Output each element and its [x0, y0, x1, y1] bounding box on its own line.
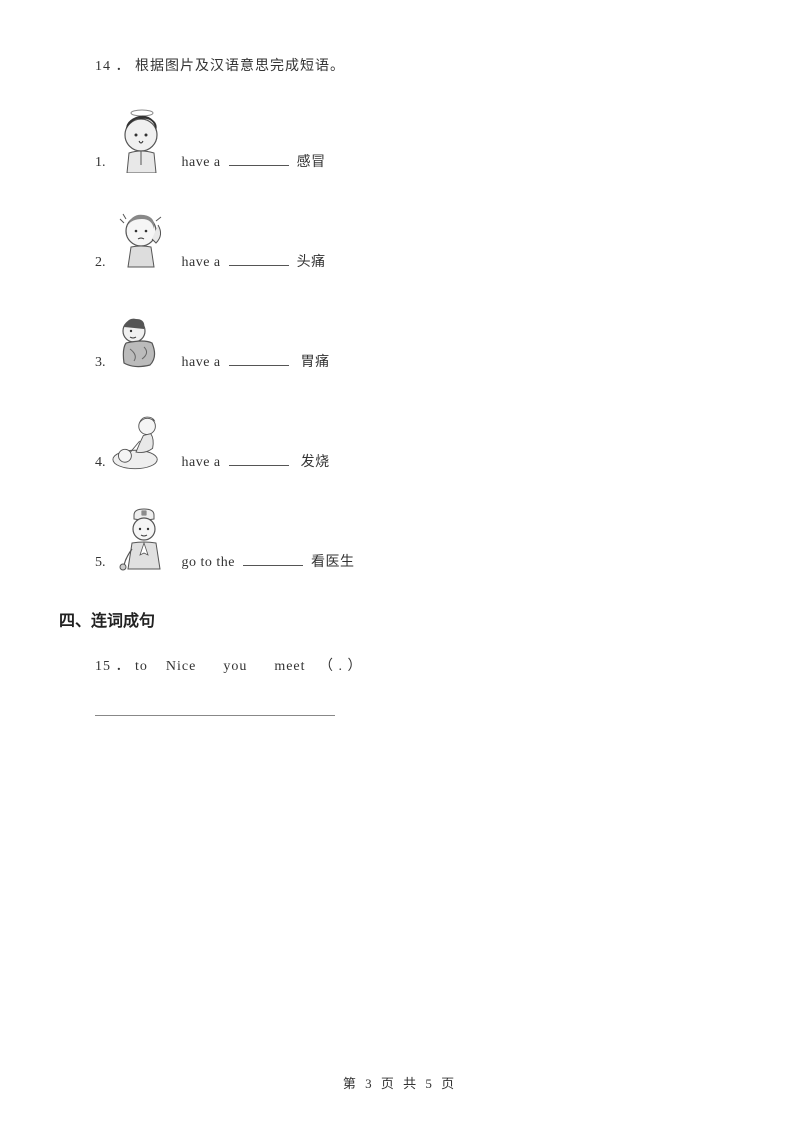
before-text: have a — [182, 155, 221, 170]
after-text: 发烧 — [301, 455, 330, 470]
after-text: 胃痛 — [301, 355, 330, 370]
q14-number: 14 — [95, 59, 111, 74]
illustration-stomachache — [112, 303, 172, 373]
phrase-1: have a 感冒 — [182, 151, 326, 173]
item-row-4: 4. have a 发烧 — [95, 403, 720, 473]
item-row-3: 3. have a 胃痛 — [95, 303, 720, 373]
illustration-fever — [112, 403, 172, 473]
fill-blank[interactable] — [229, 452, 289, 466]
phrase-5: go to the 看医生 — [182, 551, 355, 573]
illustration-doctor — [112, 503, 172, 573]
illustration-headache — [112, 203, 172, 273]
fill-blank[interactable] — [229, 252, 289, 266]
page-content: 14 ． 根据图片及汉语意思完成短语。 1. have a 感冒 2. — [0, 0, 800, 716]
question-14-intro: 14 ． 根据图片及汉语意思完成短语。 — [95, 55, 720, 75]
illustration-cold — [112, 103, 172, 173]
section-4-title: 四、连词成句 — [59, 607, 720, 631]
q15-words: to Nice you meet （ . ） — [135, 659, 363, 674]
before-text: have a — [182, 455, 221, 470]
item-number: 5. — [95, 555, 106, 573]
item-number: 3. — [95, 355, 106, 373]
fill-blank[interactable] — [229, 152, 289, 166]
item-number: 4. — [95, 455, 106, 473]
q14-text: 根据图片及汉语意思完成短语。 — [135, 59, 345, 74]
before-text: have a — [182, 355, 221, 370]
phrase-3: have a 胃痛 — [182, 351, 330, 373]
item-row-2: 2. have a 头痛 — [95, 203, 720, 273]
before-text: go to the — [182, 555, 236, 570]
page-footer: 第 3 页 共 5 页 — [0, 1073, 800, 1092]
after-text: 头痛 — [297, 255, 326, 270]
phrase-4: have a 发烧 — [182, 451, 330, 473]
phrase-2: have a 头痛 — [182, 251, 326, 273]
after-text: 感冒 — [297, 155, 326, 170]
before-text: have a — [182, 255, 221, 270]
answer-line[interactable] — [95, 715, 335, 716]
item-number: 1. — [95, 155, 106, 173]
fill-blank[interactable] — [229, 352, 289, 366]
item-number: 2. — [95, 255, 106, 273]
question-15: 15 ． to Nice you meet （ . ） — [95, 655, 720, 675]
q15-sep: ． — [116, 659, 131, 674]
q15-number: 15 — [95, 659, 111, 674]
q14-sep: ． — [116, 59, 131, 74]
fill-blank[interactable] — [243, 552, 303, 566]
item-row-1: 1. have a 感冒 — [95, 103, 720, 173]
item-row-5: 5. go to the 看医生 — [95, 503, 720, 573]
after-text: 看医生 — [311, 555, 355, 570]
